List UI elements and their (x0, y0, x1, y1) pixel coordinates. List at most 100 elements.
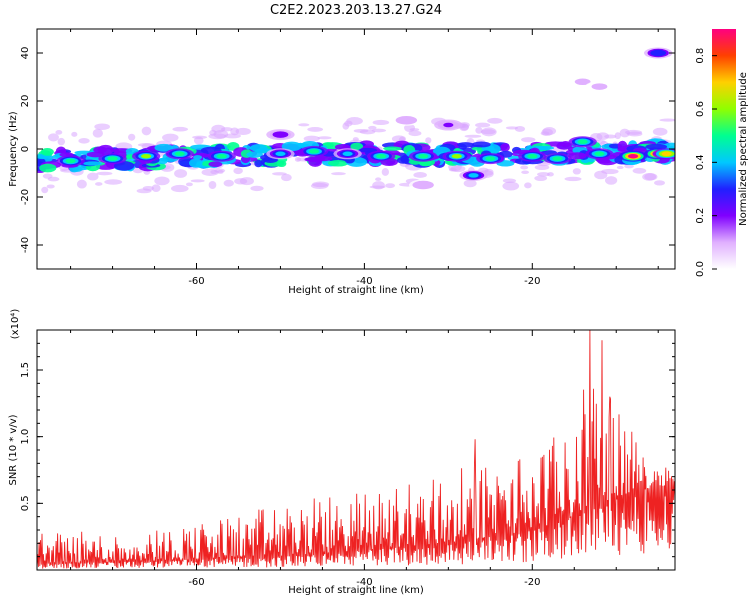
spectrogram-noise-blob (298, 123, 310, 127)
spectrogram-band-cell (39, 163, 57, 173)
spectrogram-image (37, 47, 675, 194)
spectrogram-band-cell (154, 143, 174, 152)
spectrogram-noise-blob (57, 137, 66, 146)
spectrogram-blob (661, 151, 672, 157)
spectrogram-noise-blob (368, 125, 377, 130)
spectrogram-blob (552, 156, 563, 161)
spectrogram-noise-blob (208, 181, 217, 189)
spectrogram-band-cell (617, 140, 628, 151)
spectrogram-noise-blob (76, 179, 87, 189)
spectrogram-noise-blob (331, 172, 346, 176)
spectrogram-noise-blob (41, 186, 49, 194)
spectrogram-band-cell (83, 161, 103, 166)
spectrogram-band-cell (457, 142, 475, 148)
spectrogram-noise-blob (425, 137, 432, 144)
spectrogram-band-cell (471, 141, 491, 148)
spectrogram-noise-blob (142, 185, 155, 191)
spectrogram-band-cell (383, 146, 402, 151)
spectrogram-noise-blob (172, 126, 189, 132)
spectrogram-noise-blob (104, 179, 123, 185)
spectrogram-noise-blob (542, 127, 557, 136)
spectrogram-noise-blob (317, 136, 332, 140)
spectrogram-band-cell (281, 141, 302, 152)
spectrogram-noise-blob (625, 129, 643, 135)
spectrogram-noise-blob (307, 126, 324, 132)
spectrogram-blob (627, 153, 639, 159)
spectrogram-band-cell (276, 160, 287, 168)
spectrogram-band-cell (189, 158, 203, 168)
spectrogram-noise-blob (372, 119, 390, 126)
spectrogram-noise-blob (128, 133, 136, 141)
spectrogram-noise-blob (174, 169, 188, 178)
colorbar-gradient (712, 29, 736, 269)
colorbar-tick-label: 0.2 (695, 208, 706, 224)
spectrogram-noise-blob (46, 184, 55, 189)
spectrogram-xlabel: Height of straight line (km) (288, 285, 424, 296)
spectrogram-noise-blob (572, 168, 581, 175)
x-tick-label: -20 (524, 577, 540, 588)
spectrogram-noise-blob (614, 132, 621, 140)
colorbar: 0.0 0.2 0.4 0.6 0.8 Normalized spectral ampl… (695, 29, 749, 277)
spectrogram-noise-blob (346, 117, 363, 125)
spectrogram-noise-blob (154, 176, 170, 186)
spectrogram-noise-blob (375, 177, 382, 182)
spectrogram-blob (174, 151, 185, 157)
colorbar-tick-label: 0.8 (695, 48, 706, 64)
spectrogram-noise-blob (71, 131, 78, 137)
spectrogram-blob (468, 173, 479, 178)
spectrogram-blob (527, 153, 538, 159)
spectrogram-noise-blob (487, 117, 503, 124)
y-tick-label: 20 (20, 95, 31, 108)
spectrogram-noise-blob (659, 118, 675, 122)
snr-line (37, 330, 675, 569)
spectrogram-noise-blob (475, 122, 491, 128)
spectrogram-noise-blob (281, 173, 292, 182)
spectrogram-blob (594, 84, 605, 89)
spectrogram-noise-blob (594, 170, 608, 180)
spectrogram-noise-blob (353, 129, 369, 133)
spectrogram-noise-blob (141, 126, 152, 136)
spectrogram-panel: -60 -40 -20 -40 -20 0 20 40 Height of straight … (8, 28, 676, 296)
spectrogram-blob (418, 153, 429, 159)
spectrogram-noise-blob (371, 128, 387, 133)
spectrogram-blob (485, 156, 496, 161)
spectrogram-noise-blob (233, 167, 243, 175)
spectrogram-noise-blob (87, 172, 99, 181)
spectrogram-noise-blob (604, 176, 618, 185)
spectrogram-band-cell (246, 151, 263, 158)
spectrogram-noise-blob (404, 123, 416, 133)
spectrogram-noise-blob (534, 164, 550, 170)
spectrogram-noise-blob (463, 179, 477, 188)
spectrogram-band-cell (208, 161, 223, 168)
x-tick-label: -40 (356, 577, 372, 588)
spectrogram-noise-blob (385, 183, 396, 189)
spectrogram-band-cell (419, 160, 431, 167)
spectrogram-noise-blob (162, 133, 179, 142)
spectrogram-band-cell (72, 166, 83, 172)
figure-title: C2E2.2023.203.13.27.G24 (270, 3, 442, 18)
spectrogram-noise-blob (151, 184, 161, 193)
spectrogram-blob (577, 139, 588, 145)
spectrogram-noise-blob (413, 171, 427, 178)
spectrogram-blob (376, 153, 387, 159)
spectrogram-band-cell (556, 142, 572, 150)
spectrogram-blob (308, 149, 320, 154)
spectrogram-noise-blob (272, 172, 287, 176)
spectrogram-noise-blob (250, 185, 264, 192)
snr-ticks: -60 -40 -20 0.5 1.0 1.5 (20, 330, 675, 588)
spectrogram-noise-blob (235, 127, 251, 136)
spectrogram-noise-blob (564, 176, 582, 182)
spectrogram-band-cell (250, 144, 268, 152)
spectrogram-blob (275, 132, 286, 137)
spectrogram-band-cell (40, 147, 54, 156)
spectrogram-band-cell (537, 146, 555, 151)
spectrogram-noise-blob (654, 180, 666, 186)
spectrogram-blob (141, 153, 152, 159)
spectrogram-blob (216, 153, 227, 159)
spectrogram-ylabel: Frequency (Hz) (8, 111, 19, 187)
spectrogram-ticks: -60 -40 -20 -40 -20 0 20 40 (20, 29, 675, 287)
spectrogram-noise-blob (342, 122, 350, 130)
spectrogram-noise-blob (201, 168, 219, 176)
spectrogram-noise-blob (547, 172, 554, 177)
